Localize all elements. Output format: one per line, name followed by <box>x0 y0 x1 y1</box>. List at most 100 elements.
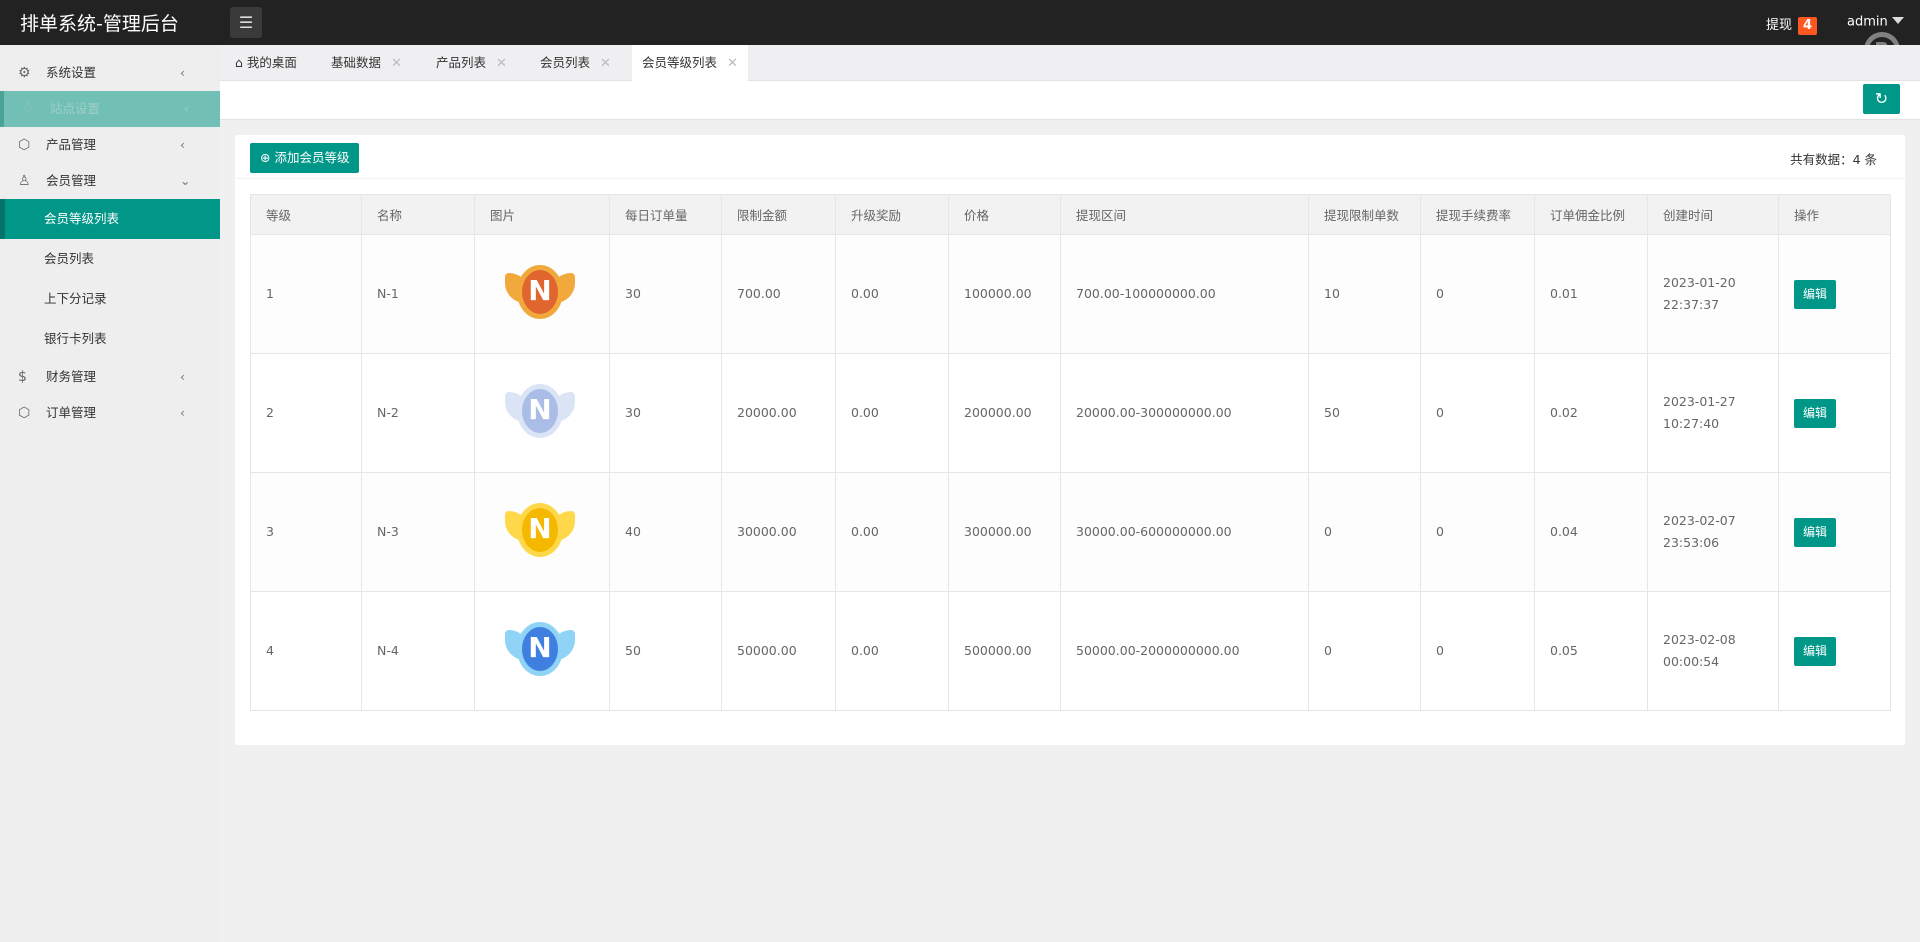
sidebar-item-products[interactable]: ⬡ 产品管理 ‹ <box>0 127 220 163</box>
label: 会员列表 <box>540 55 591 70</box>
column-header: 升级奖励 <box>835 194 949 235</box>
table-cell: N-3 <box>361 472 475 592</box>
sidebar: ⚙ 系统设置 ‹ ♢ 站点设置 ‹ ⬡ 产品管理 ‹ ♙ 会员管理 ⌄ 会员等级列表 会员列表 … <box>0 45 220 942</box>
table-cell: 50000.00 <box>721 591 836 711</box>
table-cell: 2023-02-07 23:53:06 <box>1647 472 1779 592</box>
close-icon[interactable]: ✕ <box>496 56 507 71</box>
gear-icon: ⚙ <box>18 65 31 81</box>
tab-basic-data[interactable]: 基础数据 ✕ <box>331 45 402 81</box>
table-cell: 0 <box>1308 591 1421 711</box>
sidebar-sub-member-levels[interactable]: 会员等级列表 <box>0 199 220 239</box>
column-header: 订单佣金比例 <box>1534 194 1648 235</box>
plus-circle-icon: ⊕ <box>260 150 275 165</box>
refresh-button[interactable]: ↻ <box>1863 84 1900 114</box>
table-cell: 2023-01-27 10:27:40 <box>1647 353 1779 473</box>
tab-home[interactable]: ⌂ 我的桌面 <box>235 45 297 81</box>
column-header: 提现限制单数 <box>1308 194 1421 235</box>
table-cell: 700.00-100000000.00 <box>1060 234 1309 354</box>
table-cell: 20000.00 <box>721 353 836 473</box>
table-cell: 2023-02-08 00:00:54 <box>1647 591 1779 711</box>
table-cell: 200000.00 <box>948 353 1061 473</box>
edit-button[interactable]: 编辑 <box>1794 517 1837 547</box>
add-member-level-button[interactable]: ⊕ 添加会员等级 <box>250 143 360 173</box>
table-cell: N-1 <box>361 234 475 354</box>
edit-button[interactable]: 编辑 <box>1794 398 1837 428</box>
sidebar-item-system-settings[interactable]: ⚙ 系统设置 ‹ <box>0 55 220 91</box>
table-cell: N <box>474 591 610 711</box>
table-cell: 0 <box>1420 353 1535 473</box>
caret-down-icon <box>1891 17 1904 30</box>
label: 站点设置 <box>50 101 101 116</box>
edit-button[interactable]: 编辑 <box>1794 636 1837 666</box>
column-header: 操作 <box>1778 194 1891 235</box>
chevron-left-icon: ‹ <box>184 101 189 116</box>
tab-product-list[interactable]: 产品列表 ✕ <box>436 45 507 81</box>
label: 会员管理 <box>46 173 97 188</box>
label: 会员等级列表 <box>642 55 718 70</box>
user-menu[interactable]: admin <box>1847 14 1904 30</box>
table-cell: 编辑 <box>1778 353 1891 473</box>
tab-member-list[interactable]: 会员列表 ✕ <box>540 45 611 81</box>
sidebar-sub-member-list[interactable]: 会员列表 <box>44 251 95 266</box>
page-toolbar <box>220 81 1920 120</box>
close-icon[interactable]: ✕ <box>391 56 402 71</box>
sidebar-sub-score-records[interactable]: 上下分记录 <box>44 291 107 306</box>
level-medal-image: N <box>505 497 575 567</box>
chevron-left-icon: ‹ <box>180 65 185 80</box>
table-cell: 0.05 <box>1534 591 1648 711</box>
sidebar-item-site-settings[interactable]: ♢ 站点设置 ‹ <box>0 91 220 127</box>
table-row: 1 N-1 N 30 700.00 0.00 100000.00 700.00-1000000… <box>250 234 1891 354</box>
withdraw-label: 提现 <box>1766 18 1793 33</box>
close-icon[interactable]: ✕ <box>600 56 611 71</box>
level-medal-image: N <box>505 378 575 448</box>
table-cell: 40 <box>609 472 722 592</box>
home-icon: ⌂ <box>235 55 247 70</box>
column-header: 名称 <box>361 194 475 235</box>
table-cell: 50000.00-2000000000.00 <box>1060 591 1309 711</box>
content-card: ⊕ 添加会员等级 共有数据：4 条 等级 名称 图片 每日订单量 限制金额 升级奖励 价格提… <box>235 135 1905 745</box>
table-cell: 编辑 <box>1778 591 1891 711</box>
table-cell: 2 <box>250 353 362 473</box>
edit-button[interactable]: 编辑 <box>1794 279 1837 309</box>
table-cell: 1 <box>250 234 362 354</box>
table-cell: 0.00 <box>835 234 949 354</box>
table-cell: 100000.00 <box>948 234 1061 354</box>
app-title: 排单系统-管理后台 <box>20 13 179 35</box>
box-icon: ⬡ <box>18 405 31 421</box>
table-cell: 30 <box>609 353 722 473</box>
table-cell: 0.00 <box>835 472 949 592</box>
chevron-left-icon: ‹ <box>180 369 185 384</box>
withdraw-link[interactable]: 提现 4 <box>1766 14 1818 35</box>
column-header: 图片 <box>474 194 610 235</box>
level-medal-image: N <box>505 259 575 329</box>
menu-toggle-button[interactable]: ☰ <box>230 7 262 38</box>
table-cell: 0.00 <box>835 591 949 711</box>
sidebar-sub-bank-cards[interactable]: 银行卡列表 <box>44 331 107 346</box>
label: 基础数据 <box>331 55 382 70</box>
table-row: 2 N-2 N 30 20000.00 0.00 200000.00 20000.00-300… <box>250 353 1891 473</box>
table-cell: 0.02 <box>1534 353 1648 473</box>
tab-bar: ⌂ 我的桌面 基础数据 ✕ 产品列表 ✕ 会员列表 ✕ 会员等级列表 ✕ <box>220 45 1920 82</box>
table-cell: 30000.00-600000000.00 <box>1060 472 1309 592</box>
bell-icon: ♢ <box>22 101 35 117</box>
table-cell: 0.01 <box>1534 234 1648 354</box>
label: 产品管理 <box>46 137 97 152</box>
member-level-table: 等级 名称 图片 每日订单量 限制金额 升级奖励 价格 提现区间 提现限制单数 提现手续费率 订单佣… <box>250 194 1891 711</box>
close-icon[interactable]: ✕ <box>727 56 738 71</box>
table-cell: 0.04 <box>1534 472 1648 592</box>
column-header: 限制金额 <box>721 194 836 235</box>
table-cell: 编辑 <box>1778 234 1891 354</box>
sidebar-item-orders[interactable]: ⬡ 订单管理 ‹ <box>0 395 220 431</box>
withdraw-count-badge: 4 <box>1798 17 1818 35</box>
sidebar-item-finance[interactable]: $ 财务管理 ‹ <box>0 359 220 395</box>
column-header: 提现区间 <box>1060 194 1309 235</box>
column-header: 提现手续费率 <box>1420 194 1535 235</box>
table-cell: 3 <box>250 472 362 592</box>
chevron-down-icon: ⌄ <box>180 173 191 188</box>
table-cell: 2023-01-20 22:37:37 <box>1647 234 1779 354</box>
column-header: 每日订单量 <box>609 194 722 235</box>
table-cell: 300000.00 <box>948 472 1061 592</box>
sidebar-item-members[interactable]: ♙ 会员管理 ⌄ <box>0 163 220 199</box>
column-header: 等级 <box>250 194 362 235</box>
tab-member-levels[interactable]: 会员等级列表 ✕ <box>632 45 748 82</box>
